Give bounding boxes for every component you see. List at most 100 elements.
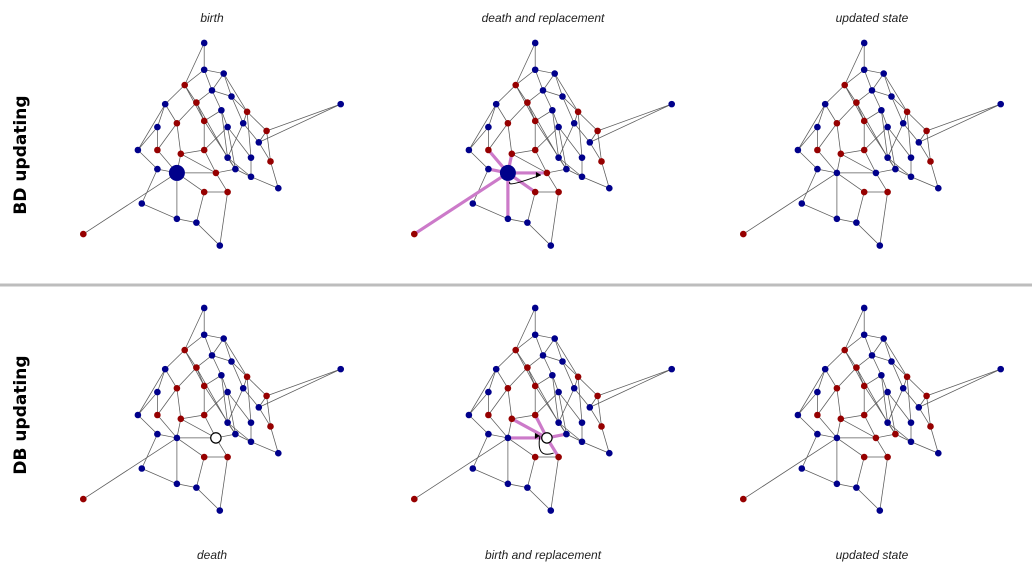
red-node (200, 453, 208, 461)
network-edge (157, 123, 178, 151)
network-edge (180, 153, 217, 174)
network-edge (558, 388, 575, 423)
blue-node (798, 465, 806, 472)
network-edge (891, 96, 908, 113)
blue-node (888, 93, 895, 100)
network-edge (887, 126, 912, 158)
network-edge (488, 388, 509, 416)
network-edge (534, 334, 544, 356)
network-edge (211, 355, 222, 376)
red-node (598, 158, 605, 165)
red-node (927, 423, 934, 430)
blue-node (915, 404, 923, 411)
blue-node (884, 154, 891, 161)
network-edge (231, 361, 244, 389)
red-node (531, 146, 539, 154)
red-node (860, 117, 868, 125)
network-edge (863, 334, 873, 356)
network-edge (141, 168, 158, 204)
network-edge (597, 368, 672, 397)
blue-node (878, 106, 885, 114)
blue-node (337, 100, 345, 108)
network-edge (856, 456, 865, 488)
blue-node (485, 165, 492, 173)
network-edge (836, 437, 865, 458)
network-edge (871, 355, 882, 376)
network-edge (871, 90, 882, 111)
red-node (903, 108, 911, 116)
network-edge (83, 437, 178, 500)
network-edge (824, 349, 845, 370)
blue-node (255, 139, 263, 146)
red-node (411, 495, 418, 503)
blue-node (860, 39, 868, 47)
network-edge (554, 338, 563, 362)
network-edge (906, 376, 927, 397)
network-edge (918, 368, 1001, 408)
network-edge (196, 355, 213, 368)
network-edge (597, 395, 602, 427)
network-edge (203, 385, 236, 435)
blue-node (559, 358, 566, 365)
network-edge (887, 157, 912, 178)
network-edge (797, 149, 818, 170)
network-edge (554, 338, 579, 377)
network-edge (203, 120, 236, 170)
network-edge (527, 222, 552, 246)
blue-node (555, 123, 562, 131)
network-edge (887, 422, 912, 443)
blue-node (469, 200, 477, 207)
red-node (173, 119, 181, 127)
network-edge (231, 96, 248, 113)
network-edge (902, 388, 920, 408)
network-edge (507, 367, 528, 389)
red-node (594, 127, 601, 135)
red-node (173, 384, 181, 392)
network-edge (137, 414, 158, 435)
network-edge (844, 334, 865, 351)
blue-node (224, 419, 231, 426)
network-edge (589, 407, 602, 427)
network-edge (542, 338, 556, 356)
network-edge (864, 69, 884, 74)
blue-node (833, 169, 841, 177)
blue-node (216, 242, 224, 249)
network-edge (157, 433, 177, 439)
red-node (212, 169, 220, 177)
blue-node (794, 146, 802, 154)
network-edge (597, 103, 672, 132)
network-edge (223, 73, 248, 112)
network-edge (554, 73, 563, 97)
network-edge (242, 388, 260, 408)
network-edge (817, 168, 837, 174)
red-node (884, 453, 891, 461)
red-node (524, 364, 531, 371)
red-node (860, 453, 868, 461)
network-edge (883, 338, 892, 362)
caption-bottom-death: death (197, 548, 227, 562)
network-edge (558, 422, 583, 443)
network-edge (219, 191, 228, 246)
network-edge (589, 103, 672, 143)
network-edge (863, 385, 896, 435)
network-edge (507, 483, 528, 488)
blue-node (821, 100, 829, 108)
network-edge (836, 388, 842, 419)
blue-node (138, 465, 146, 472)
network-edge (176, 123, 182, 154)
network-edge (910, 176, 939, 189)
network-edge (227, 123, 244, 158)
blue-node (578, 173, 586, 181)
red-node (267, 423, 274, 430)
network-edge (863, 149, 877, 174)
blue-node (232, 430, 239, 438)
red-node (243, 373, 251, 381)
red-node (531, 188, 539, 196)
reproducing-node (168, 164, 185, 181)
network-edge (817, 123, 838, 151)
network-edge (880, 110, 888, 158)
network-edge (797, 391, 818, 416)
blue-node (907, 438, 915, 446)
network-edge (863, 414, 877, 439)
network-edge (227, 126, 236, 170)
